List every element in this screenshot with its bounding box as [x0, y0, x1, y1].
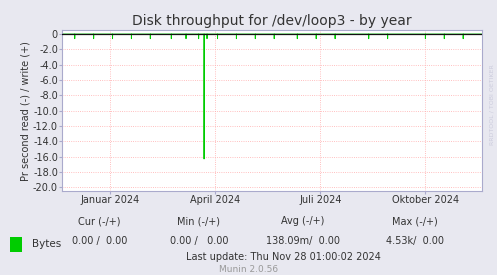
- Title: Disk throughput for /dev/loop3 - by year: Disk throughput for /dev/loop3 - by year: [132, 14, 412, 28]
- Text: 0.00 /   0.00: 0.00 / 0.00: [169, 236, 228, 246]
- Text: 4.53k/  0.00: 4.53k/ 0.00: [386, 236, 444, 246]
- Text: Cur (-/+): Cur (-/+): [78, 216, 121, 226]
- Text: 0.00 /  0.00: 0.00 / 0.00: [72, 236, 127, 246]
- Text: Bytes: Bytes: [32, 239, 62, 249]
- Y-axis label: Pr second read (-) / write (+): Pr second read (-) / write (+): [20, 41, 30, 181]
- Text: RRDTOOL / TOBI OETIKER: RRDTOOL / TOBI OETIKER: [490, 64, 495, 145]
- Text: Max (-/+): Max (-/+): [392, 216, 438, 226]
- Text: 138.09m/  0.00: 138.09m/ 0.00: [266, 236, 340, 246]
- Text: Last update: Thu Nov 28 01:00:02 2024: Last update: Thu Nov 28 01:00:02 2024: [186, 252, 381, 262]
- Text: Munin 2.0.56: Munin 2.0.56: [219, 265, 278, 274]
- Text: Min (-/+): Min (-/+): [177, 216, 220, 226]
- Text: Avg (-/+): Avg (-/+): [281, 216, 325, 226]
